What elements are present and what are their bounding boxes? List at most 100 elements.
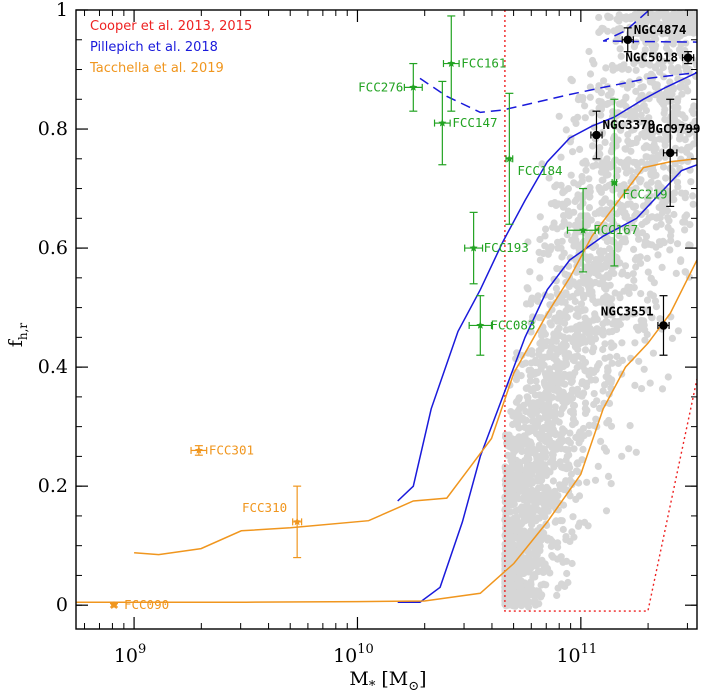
cloud-point	[573, 460, 581, 468]
cloud-point	[663, 207, 672, 215]
cloud-point	[573, 289, 582, 297]
cloud-point	[558, 405, 566, 413]
cloud-point	[646, 120, 654, 128]
cloud-point	[649, 27, 658, 35]
cloud-point	[615, 232, 623, 240]
cloud-point	[534, 568, 542, 576]
cloud-point	[672, 269, 680, 277]
cloud-point	[525, 599, 533, 607]
cloud-point	[535, 347, 543, 355]
galaxy-label: NGC5018	[625, 50, 678, 65]
cloud-point	[523, 480, 531, 488]
cloud-point	[595, 28, 603, 36]
cloud-point	[545, 174, 553, 182]
cloud-point	[652, 303, 661, 311]
cloud-point	[588, 142, 597, 150]
cloud-point	[546, 569, 554, 577]
cloud-point	[513, 506, 521, 514]
cloud-point	[528, 444, 536, 452]
cloud-point	[550, 330, 558, 338]
cloud-point	[570, 401, 579, 410]
point-marker	[293, 517, 302, 526]
cloud-point	[563, 569, 571, 578]
cloud-point	[557, 181, 565, 189]
cloud-point	[630, 108, 639, 116]
cloud-point	[529, 417, 537, 425]
cloud-point	[557, 153, 565, 161]
xlabel-unit-sub: ⊙	[408, 679, 419, 694]
cloud-point	[557, 343, 565, 351]
galaxy-fcc219: FCC219	[610, 98, 668, 267]
cloud-point	[564, 207, 572, 215]
cloud-point	[605, 245, 614, 253]
cloud-point	[501, 540, 509, 548]
cloud-point	[531, 500, 539, 508]
cloud-point	[656, 135, 664, 143]
cloud-point	[545, 310, 553, 318]
cloud-point	[620, 14, 628, 22]
cloud-point	[604, 27, 612, 35]
cloud-point	[569, 148, 577, 156]
cloud-point	[689, 192, 697, 200]
cloud-point	[621, 111, 629, 119]
legend: Cooper et al. 2013, 2015 Pillepich et al…	[89, 19, 252, 76]
cloud-point	[563, 398, 571, 406]
cloud-point	[535, 600, 543, 608]
galaxy-ngc3551: NGC3551	[601, 295, 670, 356]
cloud-point	[661, 130, 669, 138]
cloud-point	[525, 591, 533, 599]
x-tick-label: 1010	[333, 642, 374, 667]
cloud-point	[551, 199, 559, 207]
cloud-point	[535, 314, 543, 322]
cloud-point	[617, 52, 625, 60]
cloud-point	[545, 497, 553, 506]
cloud-point	[629, 310, 637, 318]
cloud-point	[610, 269, 618, 277]
cloud-point	[564, 185, 573, 193]
cloud-point	[526, 496, 534, 504]
cloud-point	[518, 510, 527, 518]
cloud-point	[668, 334, 677, 342]
cloud-point	[660, 101, 668, 109]
cloud-point	[537, 460, 545, 468]
galaxy-label: FCC301	[209, 442, 254, 457]
cloud-point	[658, 200, 666, 208]
cloud-point	[547, 293, 555, 301]
cloud-point	[681, 29, 689, 37]
cloud-point	[641, 218, 650, 226]
cloud-point	[675, 45, 684, 54]
cloud-point	[554, 394, 562, 402]
cloud-point	[549, 477, 558, 485]
point-marker	[110, 601, 118, 609]
cloud-point	[654, 251, 662, 259]
cloud-point	[648, 42, 656, 50]
cloud-point	[570, 387, 578, 395]
cloud-point	[557, 244, 565, 252]
cloud-point	[585, 204, 594, 212]
cloud-point	[607, 339, 615, 347]
cloud-point	[618, 356, 627, 364]
cloud-point	[505, 500, 513, 508]
cloud-point	[560, 373, 568, 381]
cloud-point	[632, 184, 640, 192]
cloud-point	[502, 598, 510, 607]
cloud-point	[682, 268, 690, 276]
cloud-point	[582, 337, 590, 345]
legend-tacchella: Tacchella et al. 2019	[89, 61, 224, 76]
cloud-point	[600, 281, 608, 289]
cloud-point	[607, 301, 616, 309]
cloud-point	[606, 161, 614, 169]
cloud-point	[556, 361, 564, 369]
cloud-point	[670, 196, 678, 204]
cloud-point	[523, 447, 531, 455]
cloud-point	[564, 578, 572, 587]
galaxy-label: FCC167	[593, 222, 638, 237]
cloud-point	[552, 385, 560, 393]
cloud-point	[531, 460, 539, 468]
cloud-point	[605, 416, 613, 425]
cloud-point	[641, 336, 649, 344]
cloud-point	[603, 120, 611, 128]
cloud-point	[599, 275, 607, 284]
cloud-point	[545, 401, 553, 409]
point-marker	[505, 154, 514, 163]
